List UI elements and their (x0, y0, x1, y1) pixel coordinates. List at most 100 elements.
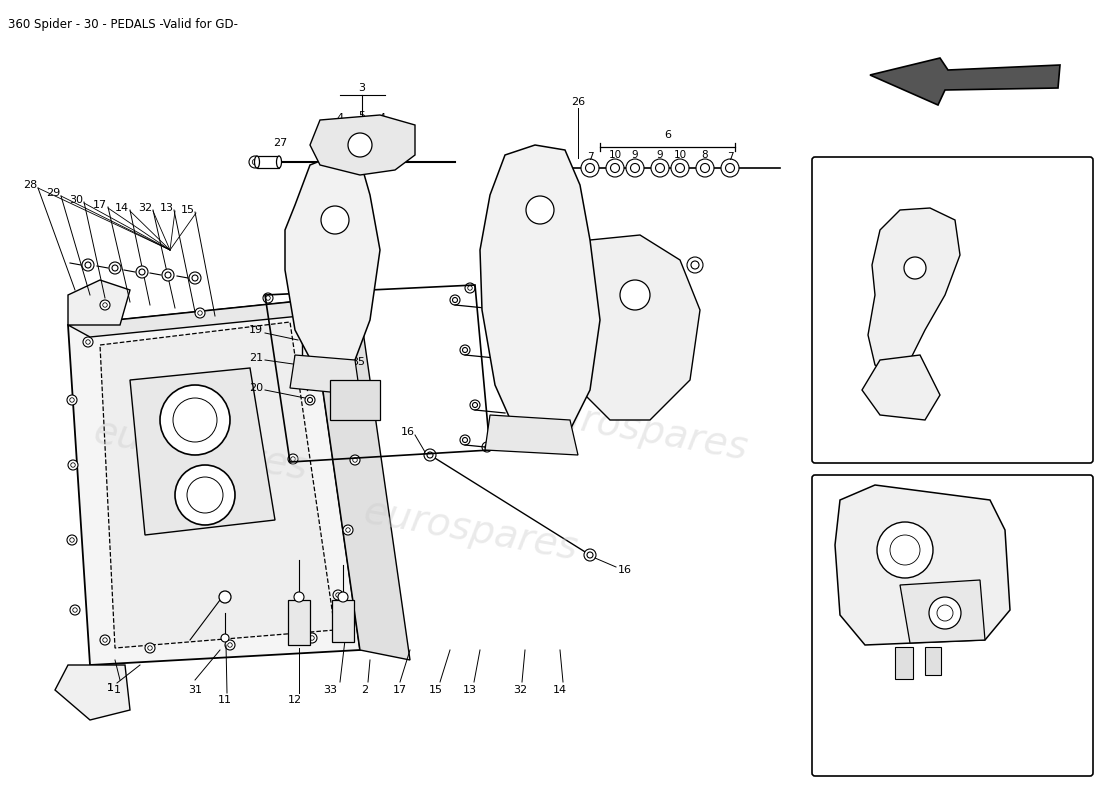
Ellipse shape (1011, 243, 1015, 253)
Text: eurospares: eurospares (360, 493, 580, 567)
Text: 15: 15 (182, 205, 195, 215)
Ellipse shape (990, 243, 996, 253)
Circle shape (100, 635, 110, 645)
Text: 29: 29 (46, 188, 60, 198)
Circle shape (294, 592, 304, 602)
Text: 1: 1 (113, 685, 121, 695)
Polygon shape (870, 58, 1060, 105)
Polygon shape (868, 208, 960, 375)
Polygon shape (485, 415, 578, 455)
Circle shape (925, 492, 935, 502)
Circle shape (651, 159, 669, 177)
Polygon shape (285, 155, 380, 375)
Circle shape (822, 246, 840, 264)
Circle shape (904, 257, 926, 279)
Text: 12: 12 (288, 695, 302, 705)
Circle shape (972, 235, 988, 251)
Text: 26: 26 (1070, 265, 1085, 275)
Circle shape (175, 465, 235, 525)
Text: 17: 17 (92, 200, 107, 210)
Circle shape (109, 262, 121, 274)
Text: 25: 25 (1068, 220, 1082, 230)
Circle shape (82, 337, 94, 347)
Text: 9: 9 (657, 150, 663, 160)
Text: 23: 23 (836, 230, 850, 240)
Text: eurospares: eurospares (90, 413, 310, 487)
Bar (895, 647, 913, 679)
Polygon shape (310, 115, 415, 175)
Circle shape (346, 390, 358, 400)
FancyBboxPatch shape (812, 475, 1093, 776)
Bar (330, 380, 380, 420)
Polygon shape (100, 322, 336, 648)
Text: 14: 14 (114, 203, 129, 213)
Circle shape (482, 442, 492, 452)
Circle shape (263, 293, 273, 303)
Polygon shape (572, 235, 700, 420)
Text: 26: 26 (571, 97, 585, 107)
Circle shape (877, 522, 933, 578)
Text: 7: 7 (586, 152, 593, 162)
Circle shape (980, 518, 990, 528)
Ellipse shape (276, 156, 282, 168)
Circle shape (136, 266, 149, 278)
Text: 3: 3 (359, 83, 365, 93)
Polygon shape (130, 368, 275, 535)
Circle shape (68, 460, 78, 470)
Text: 14: 14 (553, 685, 568, 695)
Circle shape (189, 272, 201, 284)
Text: 6: 6 (664, 130, 671, 140)
Text: 26: 26 (817, 185, 832, 195)
Text: 32: 32 (138, 203, 152, 213)
Text: 16: 16 (402, 427, 415, 437)
Circle shape (343, 525, 353, 535)
Text: 7: 7 (727, 152, 734, 162)
Text: Valid till Car Ass. Nr. 40323: Valid till Car Ass. Nr. 40323 (857, 753, 1048, 766)
Text: 23: 23 (962, 223, 977, 233)
Circle shape (626, 159, 644, 177)
Circle shape (1053, 258, 1067, 272)
Circle shape (350, 455, 360, 465)
Circle shape (136, 388, 144, 396)
Circle shape (249, 156, 261, 168)
Ellipse shape (1012, 251, 1018, 261)
Circle shape (842, 243, 860, 261)
Bar (288, 600, 310, 645)
Circle shape (67, 395, 77, 405)
Circle shape (636, 258, 652, 274)
Circle shape (450, 295, 460, 305)
Bar (332, 600, 354, 642)
Polygon shape (68, 280, 130, 325)
Circle shape (67, 535, 77, 545)
Text: 10: 10 (608, 150, 622, 160)
Circle shape (162, 269, 174, 281)
Bar (257, 156, 279, 168)
Circle shape (243, 377, 251, 385)
Text: 21: 21 (249, 353, 263, 363)
Polygon shape (480, 145, 600, 440)
Circle shape (671, 159, 689, 177)
Circle shape (226, 640, 235, 650)
Circle shape (333, 590, 343, 600)
Circle shape (925, 585, 965, 625)
Text: 27: 27 (273, 138, 287, 148)
Circle shape (343, 333, 353, 343)
Text: 33: 33 (323, 685, 337, 695)
Circle shape (592, 262, 608, 278)
Text: 19: 19 (249, 325, 263, 335)
Circle shape (338, 592, 348, 602)
Circle shape (424, 449, 436, 461)
Text: 30: 30 (69, 195, 82, 205)
Circle shape (352, 122, 368, 138)
Circle shape (987, 598, 997, 608)
Polygon shape (862, 355, 940, 420)
Polygon shape (290, 355, 360, 395)
Text: 24: 24 (911, 187, 925, 197)
Text: 13: 13 (463, 685, 477, 695)
Circle shape (288, 454, 298, 464)
Circle shape (372, 124, 388, 140)
Circle shape (360, 395, 370, 405)
Text: F1: F1 (942, 438, 962, 453)
Bar (1015, 251, 1031, 261)
Text: 32: 32 (513, 685, 527, 695)
